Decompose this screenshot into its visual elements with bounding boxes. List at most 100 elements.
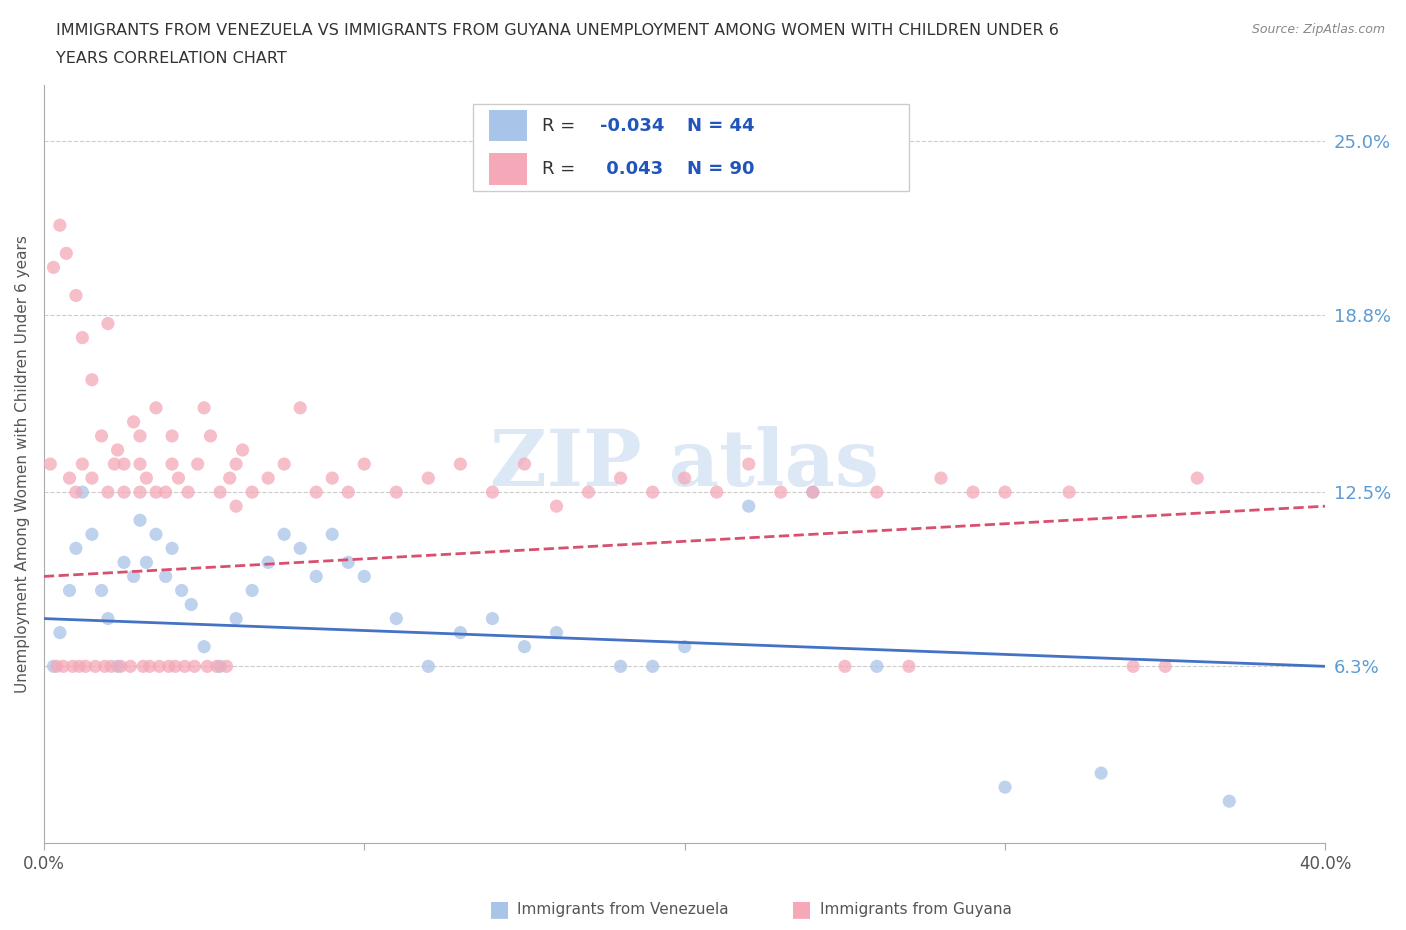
- Point: [897, 658, 920, 673]
- Point: [994, 779, 1017, 794]
- Point: [39, 457, 62, 472]
- Point: [305, 569, 328, 584]
- Point: [353, 457, 375, 472]
- Point: [738, 498, 761, 513]
- Point: [135, 471, 157, 485]
- Point: [609, 471, 631, 485]
- Point: [513, 457, 536, 472]
- Point: [97, 611, 120, 626]
- Point: [62, 658, 84, 673]
- Text: Immigrants from Venezuela: Immigrants from Venezuela: [517, 902, 730, 917]
- Point: [110, 658, 132, 673]
- Point: [129, 485, 152, 499]
- Point: [183, 658, 205, 673]
- Point: [994, 485, 1017, 499]
- Point: [65, 288, 87, 303]
- Point: [165, 658, 187, 673]
- FancyBboxPatch shape: [488, 153, 527, 185]
- Point: [215, 658, 238, 673]
- Point: [42, 259, 65, 274]
- Point: [641, 658, 664, 673]
- Point: [148, 658, 170, 673]
- Point: [195, 658, 218, 673]
- Text: ■: ■: [792, 899, 811, 920]
- Text: YEARS CORRELATION CHART: YEARS CORRELATION CHART: [56, 51, 287, 66]
- Point: [45, 658, 67, 673]
- Point: [52, 658, 75, 673]
- Point: [769, 485, 792, 499]
- Point: [209, 485, 232, 499]
- Text: Source: ZipAtlas.com: Source: ZipAtlas.com: [1251, 23, 1385, 36]
- Point: [170, 583, 193, 598]
- Point: [673, 639, 696, 654]
- Point: [145, 527, 167, 542]
- Point: [1057, 485, 1080, 499]
- Point: [49, 625, 72, 640]
- Point: [290, 401, 312, 416]
- Point: [129, 512, 152, 527]
- Point: [107, 443, 129, 458]
- Point: [80, 372, 103, 387]
- Point: [80, 527, 103, 542]
- Text: N = 90: N = 90: [688, 160, 755, 179]
- Point: [866, 658, 889, 673]
- Point: [155, 485, 177, 499]
- Text: IMMIGRANTS FROM VENEZUELA VS IMMIGRANTS FROM GUYANA UNEMPLOYMENT AMONG WOMEN WIT: IMMIGRANTS FROM VENEZUELA VS IMMIGRANTS …: [56, 23, 1059, 38]
- Point: [112, 457, 135, 472]
- Point: [97, 316, 120, 331]
- Point: [706, 485, 728, 499]
- Point: [449, 457, 471, 472]
- Point: [738, 457, 761, 472]
- Point: [72, 330, 94, 345]
- Point: [145, 401, 167, 416]
- Point: [385, 485, 408, 499]
- Point: [103, 457, 125, 472]
- Point: [42, 658, 65, 673]
- Point: [321, 527, 343, 542]
- Point: [1218, 794, 1240, 809]
- Point: [1090, 765, 1112, 780]
- Point: [273, 457, 295, 472]
- Point: [337, 485, 360, 499]
- Text: -0.034: -0.034: [600, 116, 665, 135]
- Point: [135, 555, 157, 570]
- Point: [418, 471, 440, 485]
- Point: [107, 658, 129, 673]
- Point: [609, 658, 631, 673]
- Point: [180, 597, 202, 612]
- Point: [94, 658, 117, 673]
- Point: [273, 527, 295, 542]
- Point: [257, 555, 280, 570]
- Point: [72, 485, 94, 499]
- FancyBboxPatch shape: [474, 104, 908, 191]
- Point: [55, 246, 77, 260]
- Point: [866, 485, 889, 499]
- Point: [290, 541, 312, 556]
- Point: [167, 471, 190, 485]
- Point: [58, 583, 80, 598]
- Point: [1154, 658, 1177, 673]
- Point: [157, 658, 180, 673]
- Text: Immigrants from Guyana: Immigrants from Guyana: [820, 902, 1011, 917]
- Point: [200, 429, 222, 444]
- Point: [129, 457, 152, 472]
- Point: [513, 639, 536, 654]
- Point: [962, 485, 984, 499]
- Text: 0.043: 0.043: [600, 160, 664, 179]
- Point: [122, 569, 145, 584]
- Point: [481, 485, 503, 499]
- Point: [155, 569, 177, 584]
- Point: [193, 639, 215, 654]
- Point: [418, 658, 440, 673]
- Point: [1122, 658, 1144, 673]
- Point: [225, 457, 247, 472]
- Point: [132, 658, 155, 673]
- Point: [673, 471, 696, 485]
- Point: [209, 658, 232, 673]
- Point: [481, 611, 503, 626]
- Point: [49, 218, 72, 232]
- Text: R =: R =: [543, 160, 582, 179]
- Point: [138, 658, 160, 673]
- Point: [834, 658, 856, 673]
- Point: [385, 611, 408, 626]
